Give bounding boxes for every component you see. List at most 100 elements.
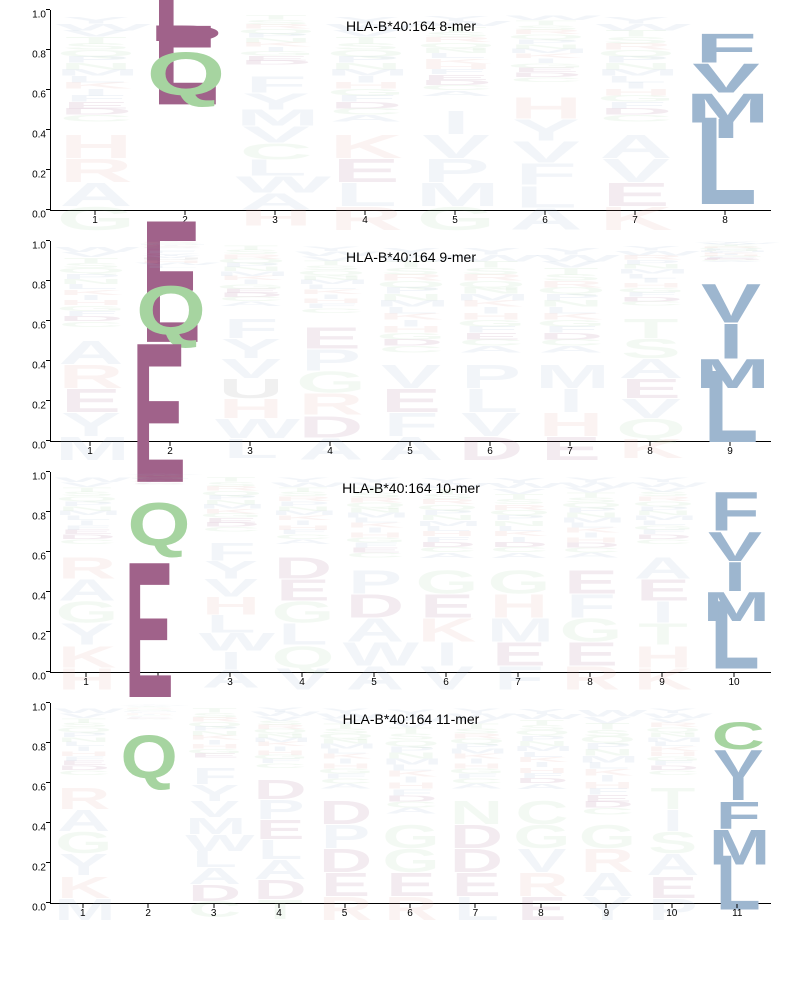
logo-letter: Y [455, 247, 527, 248]
y-tick-label: 0.2 [32, 401, 46, 412]
x-tick-label: 4 [299, 677, 305, 688]
y-tick-label: 0.6 [32, 90, 46, 101]
logo-column: KEVACDFGHILMNPQRSTWY [596, 10, 677, 210]
x-tick-label: 1 [83, 677, 89, 688]
logo-column: KQVEASTCDFGHILMNPRWY [615, 241, 687, 441]
logo-letter: T [615, 315, 687, 321]
y-axis: 0.00.20.40.60.81.0 [10, 472, 50, 672]
logo-letter: A [631, 552, 696, 560]
logo-column: RLEKACDFGHIMNPQSTVWY [326, 10, 407, 210]
logo-letter: Y [596, 16, 677, 17]
logo-letter: P [455, 360, 527, 369]
logo-column: LEDDNACFGHIKMPQRSTVWY [447, 703, 506, 903]
logo-letter: Y [382, 708, 441, 709]
x-tick-label: 6 [407, 908, 413, 919]
x-tick-label: 8 [647, 446, 653, 457]
logo-letter: D [251, 775, 310, 783]
y-tick-label: 0.4 [32, 823, 46, 834]
logo-letter: A [596, 130, 677, 138]
panel-title: HLA-B*40:164 9-mer [346, 249, 476, 265]
logo-column: LWHUVYFACDEGIKMNPQRST [215, 241, 287, 441]
y-axis: 0.00.20.40.60.81.0 [10, 241, 50, 441]
logo-letter: H [56, 130, 137, 138]
logo-column: VIKEGACDFHLMNPQRSTWY [415, 472, 480, 672]
y-tick-label: 0.8 [32, 512, 46, 523]
logo-figure: 0.00.20.40.60.81.0HLA-B*40:164 8-merGARH… [10, 10, 790, 924]
logo-letter: V [375, 360, 447, 369]
logo-column: VQLGEDACFHIKMNPRSTWY [271, 472, 336, 672]
x-tick-label: 1 [87, 446, 93, 457]
logo-letter: Y [535, 247, 607, 248]
logo-column: AWADPCEFGHIKLMNQRSTVY [343, 472, 408, 672]
x-tick-label: 5 [407, 446, 413, 457]
logo-column: TDALEPDCFGHIKMNQRSVWY [251, 703, 310, 903]
panel-title: HLA-B*40:164 8-mer [346, 18, 476, 34]
panel-title: HLA-B*40:164 10-mer [342, 480, 480, 496]
y-tick-label: 0.4 [32, 592, 46, 603]
logo-column: EHIMACDFGKLNPQRSTVWY [535, 241, 607, 441]
logo-column: AFEVCDGHIKLMNPQRSTWY [375, 241, 447, 441]
x-tick-label: 3 [227, 677, 233, 688]
logo-column: PEASITCDFGHKLMNQRVWY [643, 703, 702, 903]
y-tick-label: 0.6 [32, 783, 46, 794]
logo-column: ADRGPECFHIKLMNQSTVWY [295, 241, 367, 441]
logo-letter: Y [512, 708, 571, 709]
x-tick-label: 8 [538, 908, 544, 919]
logo-letter: Y [56, 16, 137, 17]
logo-column: ALFVYHCDEGIKMNPQRSTW [506, 10, 587, 210]
logo-letter: V [695, 276, 767, 301]
y-tick-label: 0.0 [32, 210, 46, 221]
logo-letter: D [316, 796, 375, 807]
x-tick-label: 5 [342, 908, 348, 919]
logo-column: REGFEACDHIKLMNPQSTVWY [559, 472, 624, 672]
logo-column: YARGCDEFHIKLMNPQSTVW [578, 703, 637, 903]
logo-column: DVLPACEFGHIKMNQRSTWY [455, 241, 527, 441]
y-tick-label: 0.8 [32, 50, 46, 61]
logo-letter: F [703, 485, 768, 512]
logo-letter: G [382, 820, 441, 831]
x-tick-label: 10 [728, 677, 739, 688]
x-tick-label: 6 [443, 677, 449, 688]
logo-letter: F [199, 539, 264, 545]
x-tick-label: 1 [92, 215, 98, 226]
y-tick-label: 0.2 [32, 170, 46, 181]
y-tick-label: 0.2 [32, 632, 46, 643]
x-tick-label: 10 [666, 908, 677, 919]
x-tick-label: 11 [732, 908, 742, 919]
logo-column: HKYGARCDEFILMNPQSTVW [55, 472, 120, 672]
y-tick-label: 0.6 [32, 552, 46, 563]
y-tick-label: 0.4 [32, 361, 46, 372]
logo-letter: K [326, 130, 407, 138]
y-tick-label: 0.0 [32, 441, 46, 452]
y-tick-label: 0.8 [32, 281, 46, 292]
y-tick-label: 0.6 [32, 321, 46, 332]
logo-column: MKYGARCDEFHILNPQSTVW [54, 703, 113, 903]
logo-letter: C [709, 716, 768, 731]
x-tick-label: 7 [515, 677, 521, 688]
logo-column: CDALWMVYFEGHIKNPQRST [185, 703, 244, 903]
logo-letter: P [343, 566, 408, 576]
logo-letter: Q [146, 43, 227, 70]
logo-letter: Y [375, 247, 447, 248]
logo-letter: T [643, 783, 702, 792]
y-tick-label: 1.0 [32, 472, 46, 483]
logo-column: HAWLCVMYFDEGIKNPQRST [236, 10, 317, 210]
x-tick-label: 3 [211, 908, 217, 919]
x-tick-label: 9 [727, 446, 733, 457]
logo-column: LMIVF [703, 472, 768, 672]
y-axis: 0.00.20.40.60.81.0 [10, 703, 50, 903]
x-tick-label: 7 [632, 215, 638, 226]
logo-letter: F [215, 315, 287, 321]
y-tick-label: 0.8 [32, 743, 46, 754]
logo-letter: G [415, 566, 480, 576]
logo-letter: G [487, 566, 552, 576]
x-tick-label: 7 [567, 446, 573, 457]
x-axis: 1234567891011 [50, 904, 770, 924]
x-tick-label: 3 [272, 215, 278, 226]
logo-column: REGGACDFHIKLMNPQSTVWY [382, 703, 441, 903]
logo-letter: C [512, 796, 571, 807]
x-tick-label: 2 [145, 908, 151, 919]
x-tick-label: 6 [487, 446, 493, 457]
x-tick-label: 5 [452, 215, 458, 226]
x-tick-label: 4 [362, 215, 368, 226]
